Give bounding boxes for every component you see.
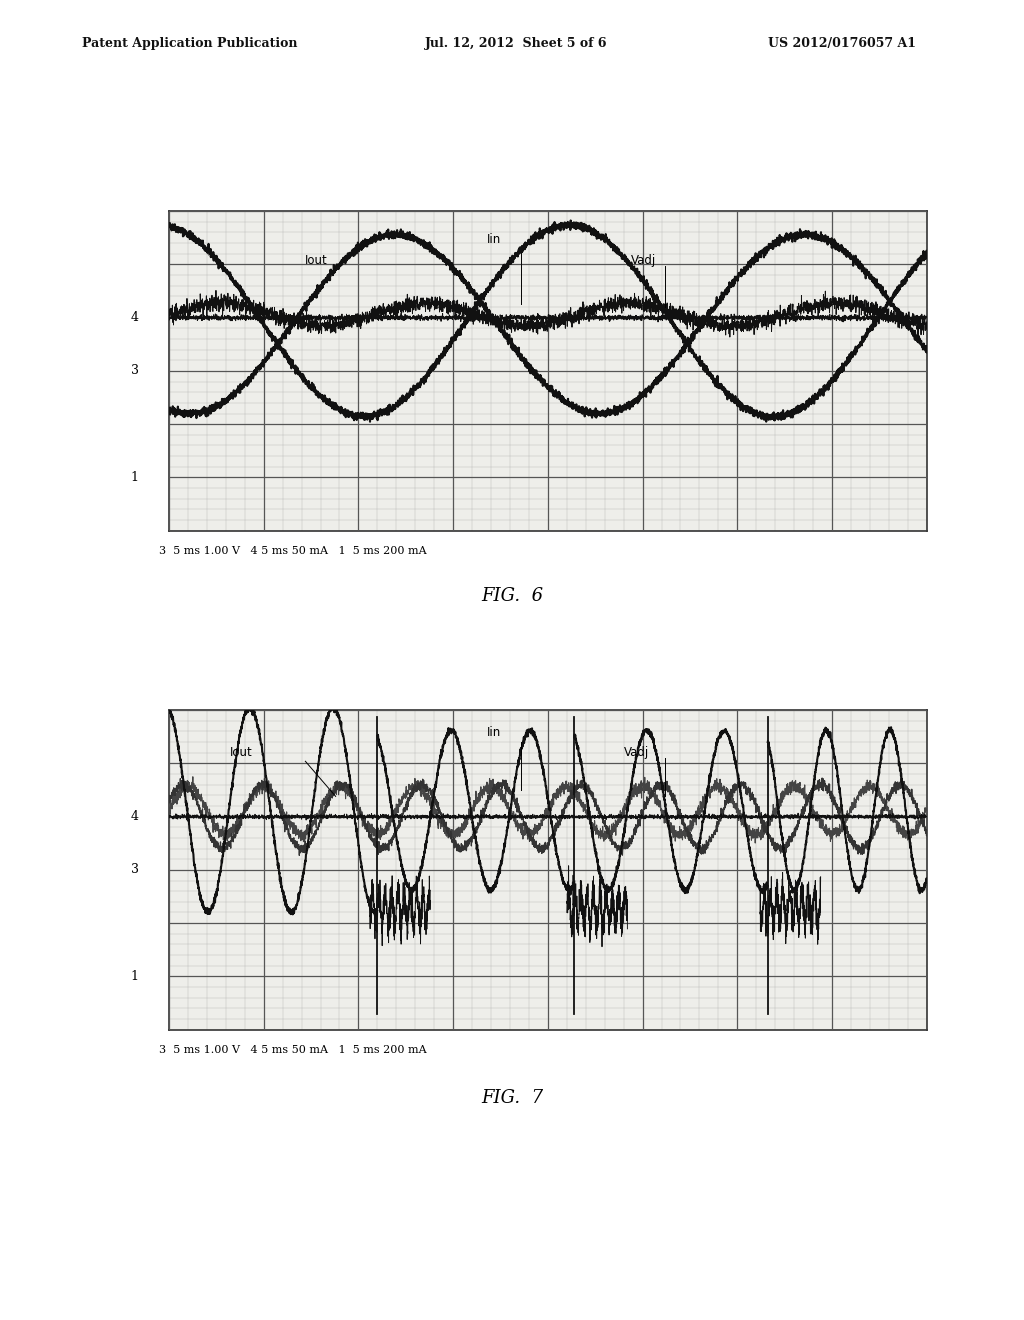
Text: Vadj: Vadj bbox=[624, 747, 649, 759]
Text: 1: 1 bbox=[131, 970, 138, 983]
Text: Patent Application Publication: Patent Application Publication bbox=[82, 37, 297, 50]
Text: 1: 1 bbox=[131, 471, 138, 484]
Text: 3  5 ms 1.00 V   4 5 ms 50 mA   1  5 ms 200 mA: 3 5 ms 1.00 V 4 5 ms 50 mA 1 5 ms 200 mA bbox=[159, 1045, 426, 1056]
Text: Vadj: Vadj bbox=[631, 253, 656, 267]
Text: Iin: Iin bbox=[487, 234, 502, 246]
Text: Jul. 12, 2012  Sheet 5 of 6: Jul. 12, 2012 Sheet 5 of 6 bbox=[425, 37, 607, 50]
Text: 3: 3 bbox=[131, 863, 138, 876]
Text: US 2012/0176057 A1: US 2012/0176057 A1 bbox=[768, 37, 916, 50]
Text: Iin: Iin bbox=[487, 726, 502, 739]
Text: Iout: Iout bbox=[229, 747, 252, 759]
Text: 3: 3 bbox=[131, 364, 138, 378]
Text: FIG.  7: FIG. 7 bbox=[481, 1089, 543, 1107]
Text: Iout: Iout bbox=[305, 253, 328, 267]
Text: 3  5 ms 1.00 V   4 5 ms 50 mA   1  5 ms 200 mA: 3 5 ms 1.00 V 4 5 ms 50 mA 1 5 ms 200 mA bbox=[159, 546, 426, 557]
Text: 4: 4 bbox=[131, 312, 138, 325]
Text: 4: 4 bbox=[131, 810, 138, 824]
Text: FIG.  6: FIG. 6 bbox=[481, 587, 543, 606]
